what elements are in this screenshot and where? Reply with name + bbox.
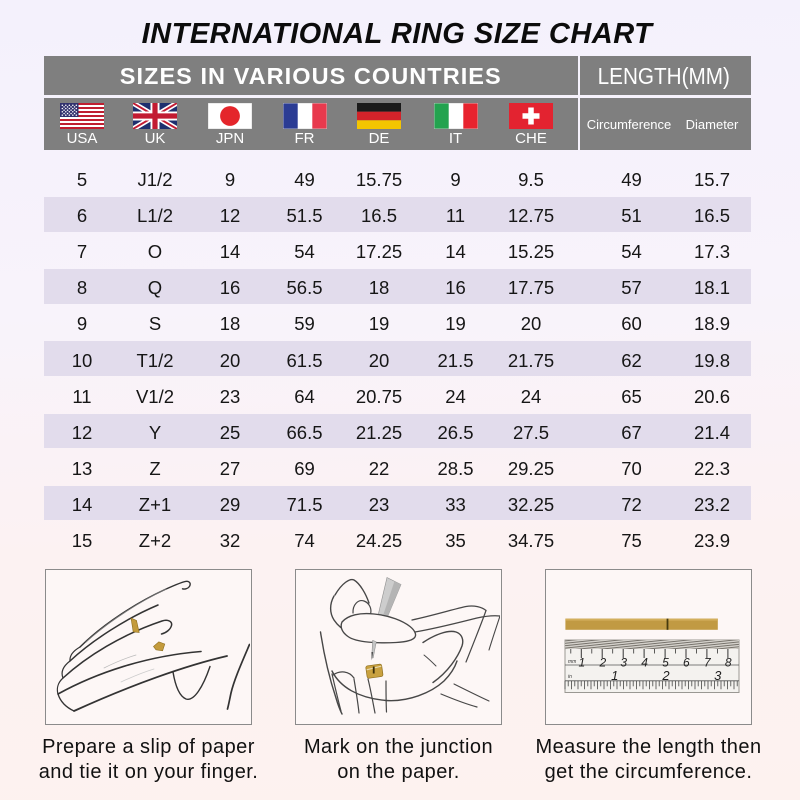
- svg-text:6: 6: [683, 656, 690, 670]
- svg-text:8: 8: [725, 656, 732, 670]
- svg-text:7: 7: [704, 656, 712, 670]
- svg-text:2: 2: [598, 656, 606, 670]
- svg-text:3: 3: [620, 656, 627, 670]
- svg-text:in: in: [568, 674, 572, 680]
- svg-text:5: 5: [662, 656, 669, 670]
- svg-text:3: 3: [714, 668, 722, 683]
- svg-text:mm: mm: [568, 659, 576, 665]
- svg-text:4: 4: [641, 656, 648, 670]
- svg-text:2: 2: [661, 668, 670, 683]
- svg-text:1: 1: [578, 656, 585, 670]
- svg-text:1: 1: [611, 668, 618, 683]
